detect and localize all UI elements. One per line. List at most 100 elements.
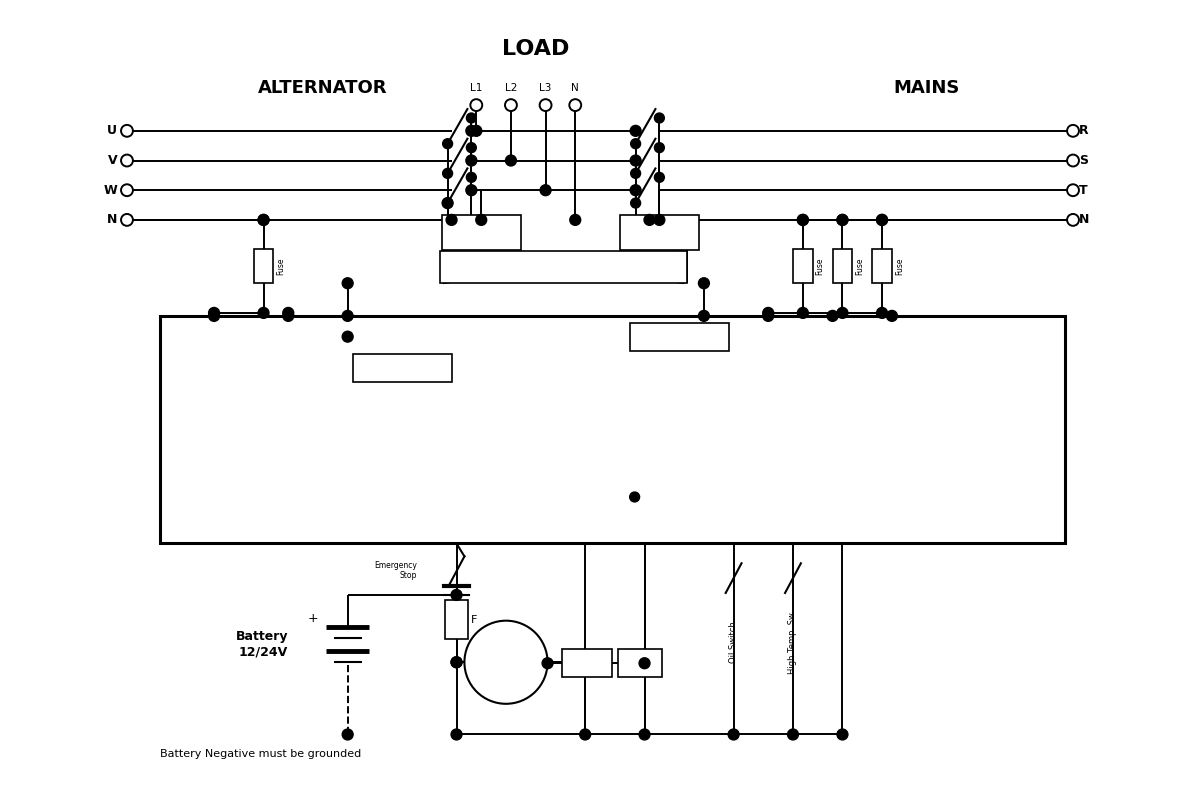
- Bar: [445, 600, 468, 639]
- Text: 2: 2: [839, 526, 846, 535]
- Circle shape: [451, 729, 462, 740]
- Circle shape: [631, 198, 641, 208]
- Circle shape: [630, 185, 641, 196]
- Circle shape: [876, 214, 888, 226]
- Circle shape: [838, 214, 848, 226]
- Text: 9: 9: [764, 324, 772, 334]
- Bar: [160, 316, 1066, 543]
- Circle shape: [827, 310, 838, 322]
- Circle shape: [443, 169, 452, 178]
- Text: LOAD: LOAD: [502, 38, 569, 58]
- Text: U: U: [107, 124, 118, 138]
- Bar: [439, 250, 688, 283]
- Circle shape: [443, 198, 452, 208]
- Circle shape: [838, 214, 848, 226]
- Circle shape: [640, 658, 650, 669]
- Circle shape: [466, 126, 476, 136]
- Circle shape: [698, 310, 709, 322]
- Circle shape: [451, 657, 462, 668]
- Circle shape: [442, 198, 454, 209]
- Text: N: N: [571, 83, 580, 94]
- Text: Fuse: Fuse: [276, 257, 286, 274]
- Text: Mains
Contactor: Mains Contactor: [641, 222, 678, 242]
- Bar: [563, 650, 612, 677]
- Circle shape: [698, 278, 709, 289]
- Circle shape: [342, 729, 353, 740]
- Circle shape: [342, 310, 353, 322]
- Text: +: +: [307, 612, 318, 625]
- Circle shape: [283, 310, 294, 322]
- Circle shape: [630, 492, 640, 502]
- Text: 12: 12: [886, 324, 899, 334]
- Circle shape: [838, 307, 848, 318]
- Bar: [793, 249, 812, 283]
- Circle shape: [654, 142, 665, 153]
- Text: Fuse: Fuse: [856, 257, 864, 274]
- Bar: [833, 249, 852, 283]
- Circle shape: [467, 172, 476, 182]
- Text: 7: 7: [701, 324, 707, 334]
- Circle shape: [876, 307, 888, 318]
- Text: W: W: [103, 184, 118, 197]
- Circle shape: [451, 590, 462, 600]
- Bar: [353, 354, 451, 382]
- Circle shape: [540, 185, 551, 196]
- Circle shape: [476, 214, 487, 226]
- Text: N: N: [107, 214, 118, 226]
- Circle shape: [451, 657, 462, 668]
- Text: High Temp. Sw.: High Temp. Sw.: [788, 610, 798, 674]
- Bar: [442, 215, 521, 250]
- Circle shape: [542, 658, 553, 669]
- Circle shape: [258, 214, 269, 226]
- Text: Fuse: Fuse: [816, 257, 824, 274]
- Circle shape: [342, 278, 353, 289]
- Bar: [872, 249, 892, 283]
- Circle shape: [630, 126, 641, 136]
- Text: Battery Negative must be grounded: Battery Negative must be grounded: [160, 750, 361, 759]
- Text: 13: 13: [826, 324, 839, 334]
- Text: Starter
Motor: Starter Motor: [490, 653, 522, 672]
- Text: Electrical Interlock: Electrical Interlock: [518, 262, 602, 271]
- Circle shape: [446, 214, 457, 226]
- Text: L3: L3: [539, 83, 552, 94]
- Text: 4: 4: [641, 526, 648, 535]
- Circle shape: [887, 310, 898, 322]
- Bar: [619, 215, 698, 250]
- Circle shape: [876, 214, 888, 226]
- Text: L2: L2: [505, 83, 517, 94]
- Circle shape: [654, 172, 665, 182]
- Bar: [630, 323, 728, 350]
- Circle shape: [209, 307, 220, 318]
- Circle shape: [798, 307, 809, 318]
- Circle shape: [798, 214, 809, 226]
- Circle shape: [342, 331, 353, 342]
- Text: 6: 6: [284, 324, 292, 334]
- Text: DKG-107: DKG-107: [253, 430, 390, 458]
- Bar: [253, 249, 274, 283]
- Text: Fuse: Fuse: [895, 257, 904, 274]
- Text: Generator
↑Loading Relay: Generator ↑Loading Relay: [652, 330, 707, 343]
- Circle shape: [464, 621, 547, 704]
- Text: 1: 1: [731, 526, 737, 535]
- Circle shape: [467, 142, 476, 153]
- Text: Mains
Loading Relay: Mains Loading Relay: [378, 362, 426, 375]
- Circle shape: [838, 729, 848, 740]
- Circle shape: [640, 729, 650, 740]
- Circle shape: [443, 138, 452, 149]
- Circle shape: [505, 155, 516, 166]
- Circle shape: [787, 729, 798, 740]
- Circle shape: [466, 155, 476, 166]
- Circle shape: [728, 729, 739, 740]
- Circle shape: [798, 214, 809, 226]
- Text: ALTERNATOR: ALTERNATOR: [258, 79, 388, 98]
- Text: Battery
12/24V: Battery 12/24V: [235, 630, 288, 658]
- Circle shape: [654, 214, 665, 226]
- Text: V: V: [108, 154, 118, 167]
- Text: R: R: [1079, 124, 1088, 138]
- Circle shape: [580, 729, 590, 740]
- Circle shape: [470, 126, 481, 136]
- Text: 10: 10: [578, 526, 592, 535]
- Circle shape: [763, 307, 774, 318]
- Text: 3: 3: [790, 526, 797, 535]
- Text: Fuel: Fuel: [630, 658, 649, 668]
